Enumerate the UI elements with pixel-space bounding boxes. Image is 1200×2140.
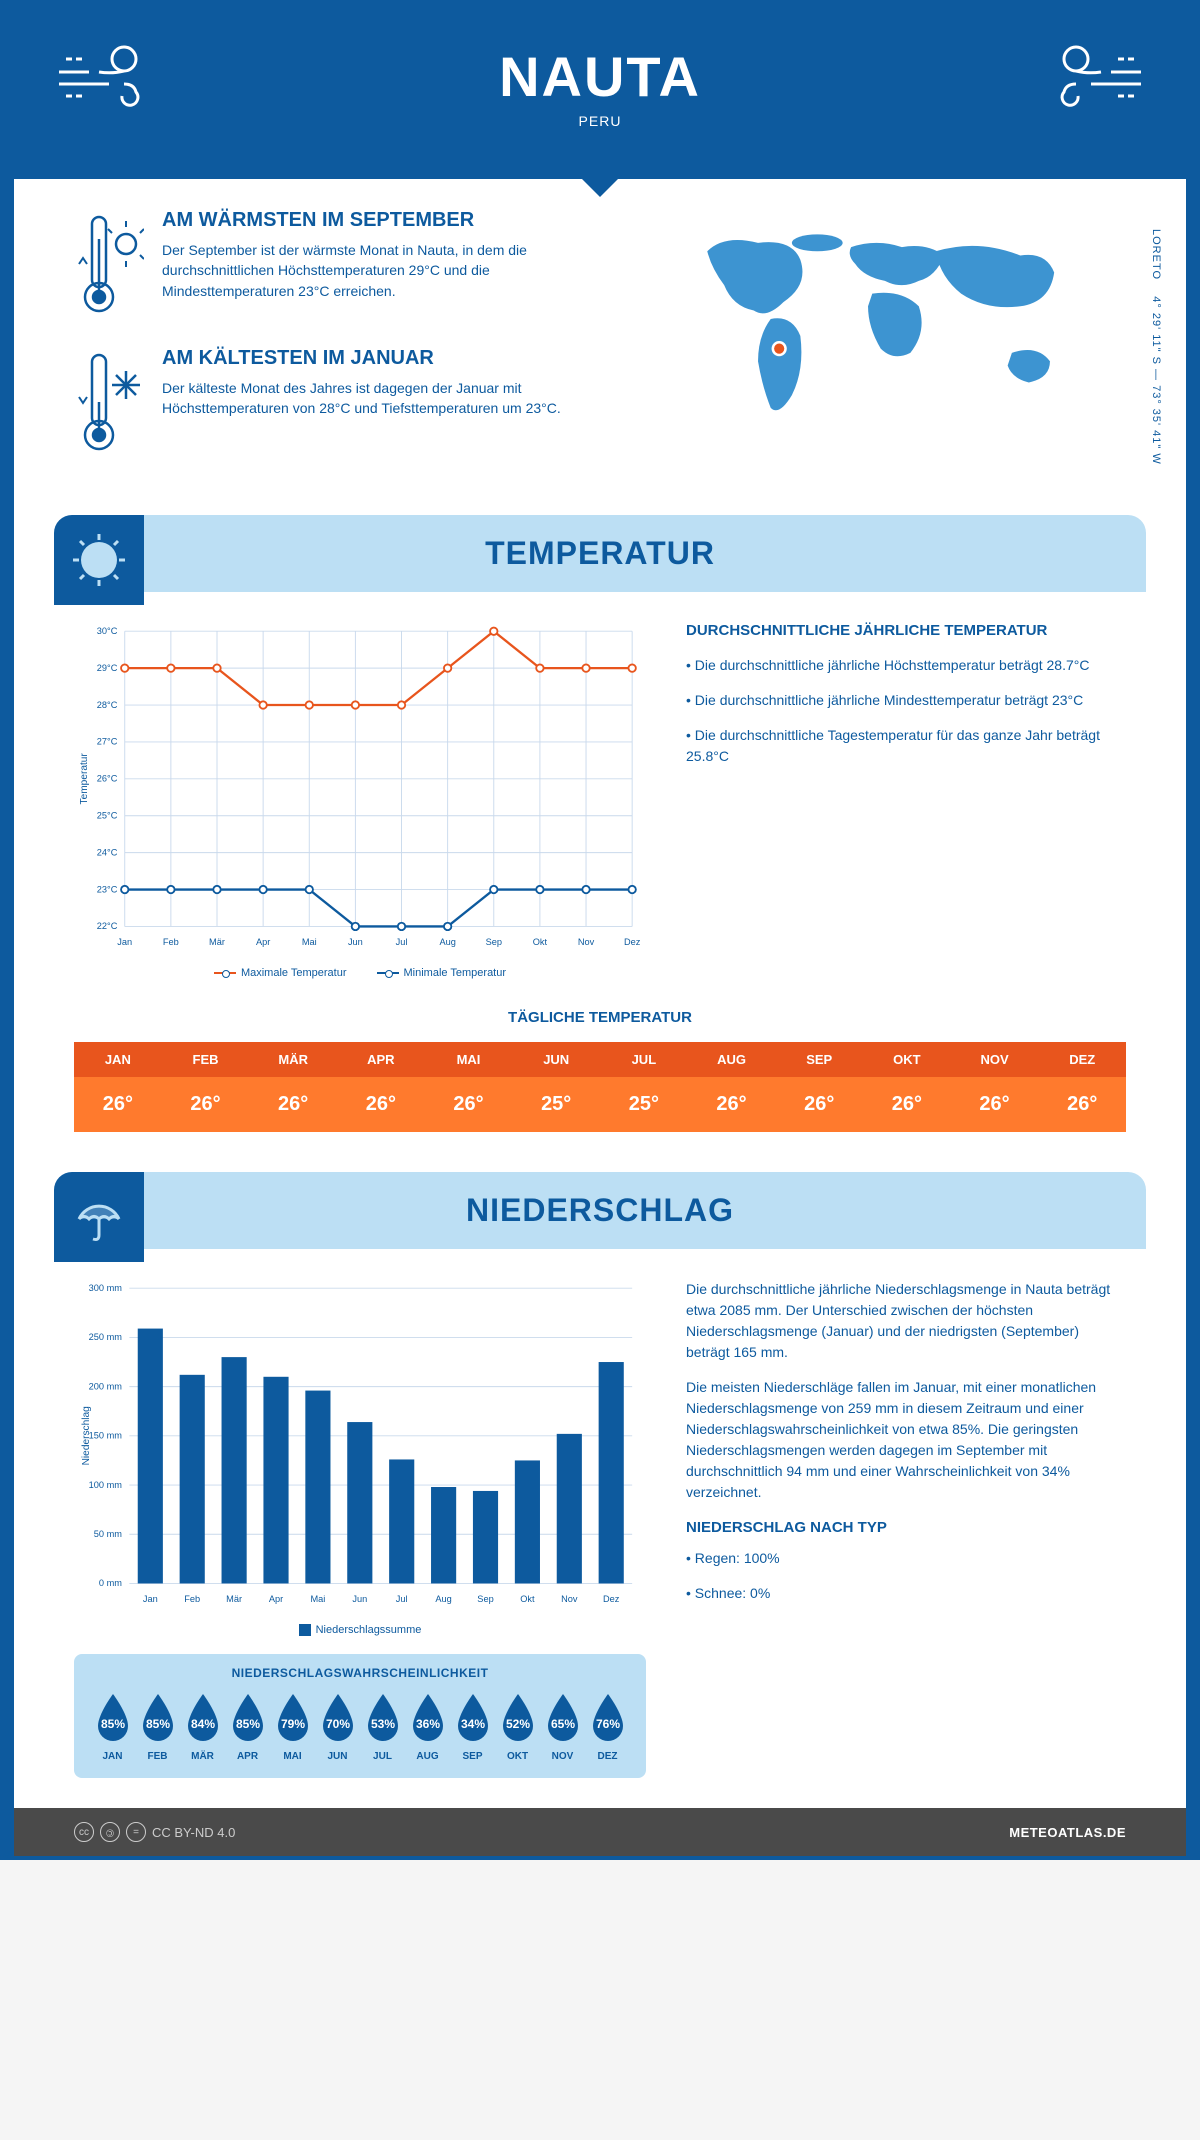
sun-icon [54, 515, 144, 605]
probability-box: NIEDERSCHLAGSWAHRSCHEINLICHKEIT 85% JAN … [74, 1654, 646, 1778]
arrow-down-icon [578, 175, 622, 197]
coldest-title: AM KÄLTESTEN IM JANUAR [162, 347, 604, 370]
svg-text:76%: 76% [595, 1717, 619, 1731]
svg-text:27°C: 27°C [97, 737, 118, 747]
svg-text:Okt: Okt [533, 937, 548, 947]
svg-text:Jul: Jul [396, 937, 408, 947]
coldest-fact: AM KÄLTESTEN IM JANUAR Der kälteste Mona… [74, 347, 604, 457]
svg-text:Mär: Mär [209, 937, 225, 947]
svg-text:Mai: Mai [310, 1594, 325, 1604]
svg-text:28°C: 28°C [97, 700, 118, 710]
svg-text:0 mm: 0 mm [99, 1578, 122, 1588]
temp-legend: Maximale Temperatur Minimale Temperatur [74, 967, 646, 979]
coldest-text: Der kälteste Monat des Jahres ist dagege… [162, 378, 604, 419]
thermometer-sun-icon [74, 209, 144, 319]
svg-text:22°C: 22°C [97, 921, 118, 931]
location-marker [774, 344, 784, 354]
wind-icon [54, 34, 154, 114]
svg-text:Jun: Jun [352, 1594, 367, 1604]
warmest-text: Der September ist der wärmste Monat in N… [162, 240, 604, 301]
umbrella-icon [54, 1172, 144, 1262]
svg-text:Mär: Mär [226, 1594, 242, 1604]
svg-text:24°C: 24°C [97, 847, 118, 857]
country-label: PERU [74, 113, 1126, 129]
svg-text:70%: 70% [325, 1717, 349, 1731]
svg-text:30°C: 30°C [97, 626, 118, 636]
footer: cc🄯= CC BY-ND 4.0 METEOATLAS.DE [14, 1808, 1186, 1856]
warmest-fact: AM WÄRMSTEN IM SEPTEMBER Der September i… [74, 209, 604, 319]
svg-text:65%: 65% [550, 1717, 574, 1731]
coordinates: LORETO 4° 29' 11" S — 73° 35' 41" W [1150, 229, 1162, 465]
temp-info: DURCHSCHNITTLICHE JÄHRLICHE TEMPERATUR •… [686, 622, 1126, 979]
precipitation-banner: NIEDERSCHLAG [54, 1172, 1146, 1249]
precip-legend: Niederschlagssumme [74, 1624, 646, 1636]
svg-text:36%: 36% [415, 1717, 439, 1731]
thermometer-snow-icon [74, 347, 144, 457]
svg-text:Temperatur: Temperatur [79, 753, 90, 805]
city-title: NAUTA [74, 44, 1126, 109]
svg-text:Apr: Apr [256, 937, 270, 947]
wind-icon [1046, 34, 1146, 114]
temperature-line-chart: 22°C 23°C 24°C 25°C 26°C 27°C 28°C 29°C 30°C Jan F… [74, 622, 646, 954]
svg-text:Feb: Feb [184, 1594, 200, 1604]
svg-text:Dez: Dez [624, 937, 641, 947]
svg-text:84%: 84% [190, 1717, 214, 1731]
svg-text:23°C: 23°C [97, 884, 118, 894]
svg-text:150 mm: 150 mm [89, 1431, 123, 1441]
header: NAUTA PERU [14, 14, 1186, 179]
world-map [644, 209, 1126, 429]
svg-text:Aug: Aug [439, 937, 455, 947]
warmest-title: AM WÄRMSTEN IM SEPTEMBER [162, 209, 604, 232]
svg-text:250 mm: 250 mm [89, 1332, 123, 1342]
svg-text:Nov: Nov [578, 937, 595, 947]
svg-text:Nov: Nov [561, 1594, 578, 1604]
svg-text:52%: 52% [505, 1717, 529, 1731]
svg-text:Jun: Jun [348, 937, 363, 947]
svg-text:Jul: Jul [396, 1594, 408, 1604]
svg-text:Sep: Sep [486, 937, 502, 947]
svg-text:Feb: Feb [163, 937, 179, 947]
svg-text:Niederschlag: Niederschlag [81, 1406, 92, 1465]
svg-text:Jan: Jan [143, 1594, 158, 1604]
svg-text:53%: 53% [370, 1717, 394, 1731]
svg-text:300 mm: 300 mm [89, 1283, 123, 1293]
svg-text:29°C: 29°C [97, 663, 118, 673]
svg-text:Okt: Okt [520, 1594, 535, 1604]
svg-text:25°C: 25°C [97, 811, 118, 821]
svg-text:Aug: Aug [435, 1594, 451, 1604]
license: cc🄯= CC BY-ND 4.0 [74, 1822, 235, 1842]
daily-temp-table: TÄGLICHE TEMPERATUR JAN26°FEB26°MÄR26°AP… [74, 1009, 1126, 1132]
svg-text:50 mm: 50 mm [94, 1529, 122, 1539]
section-temp-title: TEMPERATUR [74, 535, 1126, 572]
svg-text:85%: 85% [145, 1717, 169, 1731]
svg-text:85%: 85% [100, 1717, 124, 1731]
section-precip-title: NIEDERSCHLAG [74, 1192, 1126, 1229]
svg-text:Apr: Apr [269, 1594, 283, 1604]
precipitation-bar-chart: 0 mm 50 mm 100 mm 150 mm 200 mm 250 mm 300 mm J… [74, 1279, 646, 1611]
temperature-banner: TEMPERATUR [54, 515, 1146, 592]
svg-text:200 mm: 200 mm [89, 1382, 123, 1392]
svg-text:Dez: Dez [603, 1594, 620, 1604]
precip-text: Die durchschnittliche jährliche Niedersc… [686, 1279, 1126, 1778]
svg-text:Jan: Jan [117, 937, 132, 947]
svg-text:34%: 34% [460, 1717, 484, 1731]
svg-text:Mai: Mai [302, 937, 317, 947]
svg-text:79%: 79% [280, 1717, 304, 1731]
svg-text:100 mm: 100 mm [89, 1480, 123, 1490]
svg-text:85%: 85% [235, 1717, 259, 1731]
svg-text:Sep: Sep [477, 1594, 493, 1604]
svg-text:26°C: 26°C [97, 774, 118, 784]
site-name: METEOATLAS.DE [1009, 1825, 1126, 1840]
